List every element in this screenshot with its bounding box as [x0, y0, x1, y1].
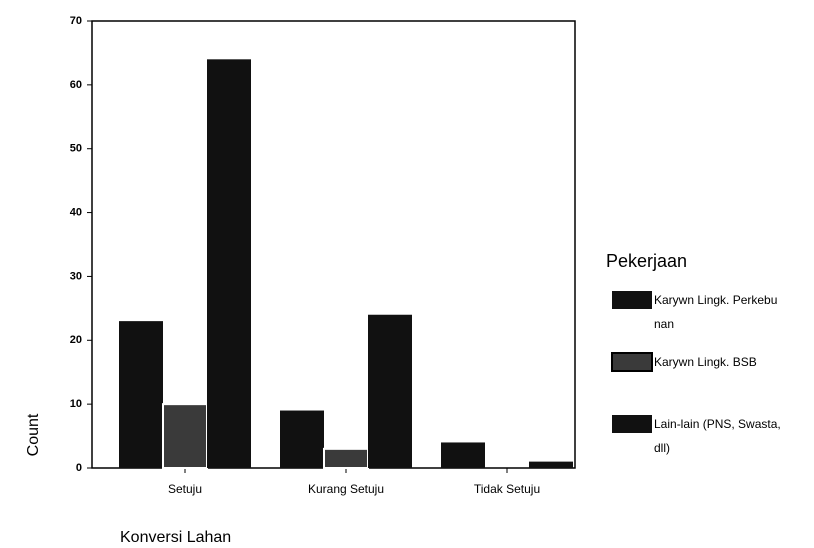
y-tick-label: 30: [70, 270, 82, 282]
plot-frame: [91, 20, 576, 469]
x-tick-label: Setuju: [168, 482, 202, 496]
bar: [119, 321, 163, 468]
bar: [441, 442, 485, 468]
x-tick-label: Tidak Setuju: [474, 482, 540, 496]
legend-label-box: Lain-lain (PNS, Swasta, dll): [654, 417, 781, 455]
legend-label-box: Karywn Lingk. Perkebunan: [654, 293, 778, 331]
legend-label: Karywn Lingk. BSB: [654, 355, 757, 369]
legend-title: Pekerjaan: [606, 251, 687, 271]
bar: [162, 403, 208, 469]
y-tick-label: 70: [70, 15, 82, 27]
y-tick-label: 10: [70, 398, 82, 410]
legend-label: Lain-lain (PNS, Swasta, dll): [654, 417, 781, 455]
bar: [368, 314, 412, 468]
y-tick-label: 0: [76, 462, 82, 474]
bar: [529, 461, 573, 468]
y-tick-label: 50: [70, 143, 82, 155]
legend-swatch: [612, 415, 652, 433]
bar: [280, 410, 324, 468]
y-tick-label: 60: [70, 79, 82, 91]
legend-label-box: Karywn Lingk. BSB: [654, 355, 757, 369]
x-tick-label: Kurang Setuju: [308, 482, 384, 496]
legend-label: Karywn Lingk. Perkebunan: [654, 293, 778, 331]
legend-swatch: [611, 352, 653, 372]
y-tick-label: 40: [70, 206, 82, 218]
x-axis-label: Konversi Lahan: [120, 529, 231, 546]
bar: [323, 447, 369, 470]
legend-swatch: [612, 291, 652, 309]
y-axis-label: Count: [25, 413, 42, 456]
y-tick-label: 20: [70, 334, 82, 346]
bar: [207, 59, 251, 469]
